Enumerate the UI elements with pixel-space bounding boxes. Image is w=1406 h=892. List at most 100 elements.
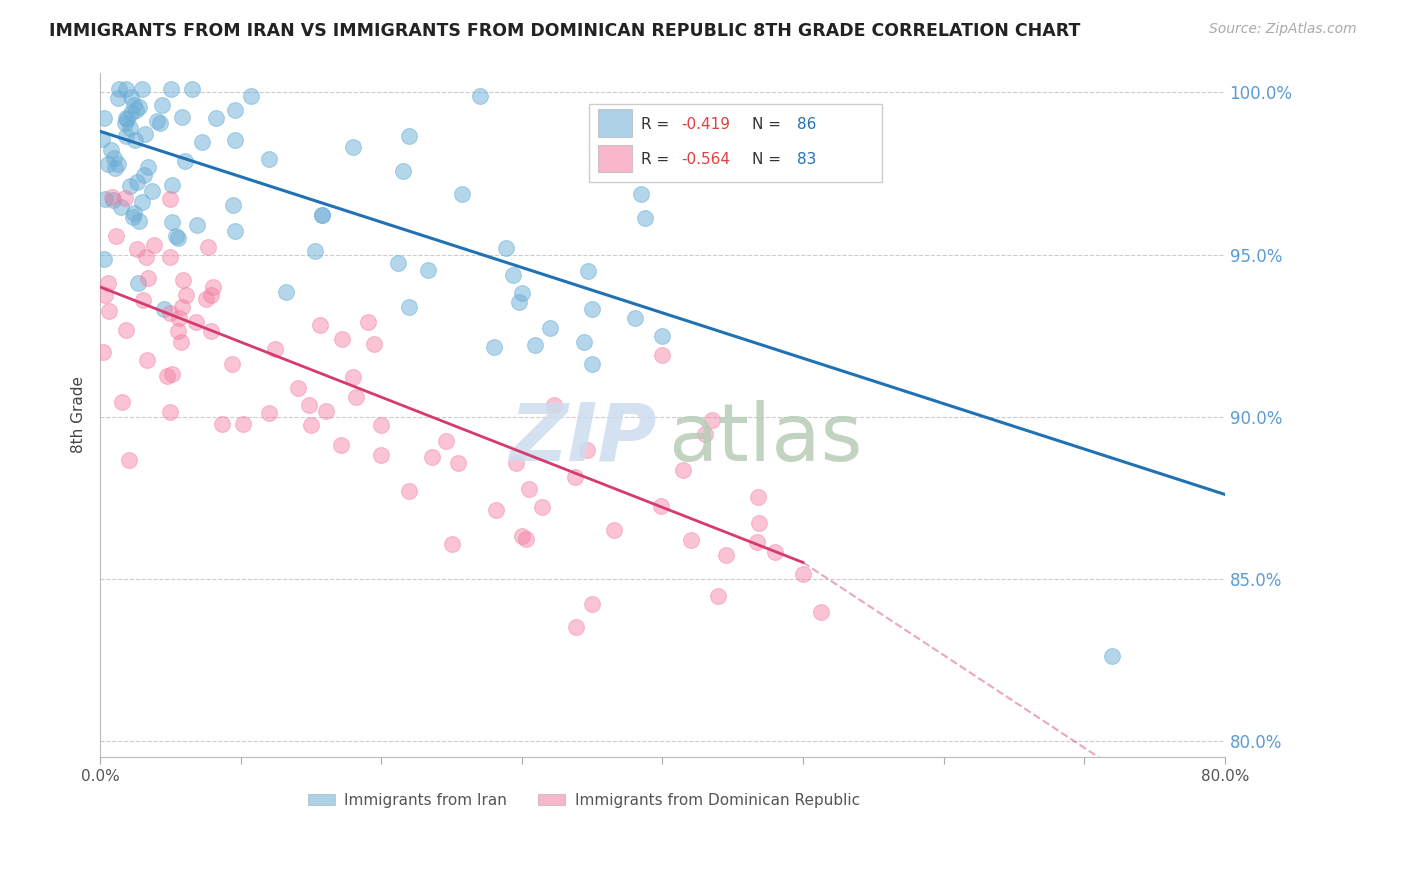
Point bbox=[114, 82, 136, 96]
Point bbox=[94, 288, 117, 302]
Point bbox=[100, 144, 122, 158]
Point bbox=[172, 272, 194, 286]
Point bbox=[576, 264, 599, 278]
Point bbox=[387, 256, 409, 270]
Point bbox=[524, 338, 547, 352]
Point bbox=[107, 90, 129, 104]
Point bbox=[211, 417, 233, 431]
Point bbox=[191, 135, 214, 149]
Point bbox=[274, 285, 297, 300]
Point bbox=[200, 288, 222, 302]
Point bbox=[172, 111, 194, 125]
Point bbox=[418, 263, 440, 277]
Point bbox=[446, 456, 468, 470]
Point bbox=[135, 353, 157, 368]
Text: ZIP: ZIP bbox=[509, 400, 657, 478]
Point bbox=[120, 179, 142, 194]
Point bbox=[180, 82, 202, 96]
Point bbox=[128, 100, 150, 114]
Point bbox=[630, 187, 652, 202]
Point bbox=[603, 523, 626, 537]
Point bbox=[93, 252, 115, 267]
Point bbox=[135, 250, 157, 264]
Point bbox=[105, 229, 128, 244]
Point bbox=[125, 175, 148, 189]
FancyBboxPatch shape bbox=[599, 145, 633, 172]
Point bbox=[167, 311, 190, 326]
Point bbox=[748, 516, 770, 530]
Point bbox=[370, 417, 392, 432]
Point bbox=[700, 413, 723, 427]
Point bbox=[155, 368, 177, 383]
Point bbox=[134, 127, 156, 141]
Point bbox=[124, 103, 146, 117]
Point bbox=[159, 250, 181, 264]
Point bbox=[131, 194, 153, 209]
Point bbox=[186, 315, 208, 329]
Point bbox=[150, 98, 173, 112]
Point bbox=[517, 483, 540, 497]
Point bbox=[1101, 649, 1123, 664]
Point bbox=[143, 238, 166, 252]
Point bbox=[159, 192, 181, 206]
Text: -0.419: -0.419 bbox=[682, 117, 731, 132]
Point bbox=[634, 211, 657, 225]
Point bbox=[103, 151, 125, 165]
Point bbox=[170, 334, 193, 349]
Point bbox=[398, 300, 420, 314]
FancyBboxPatch shape bbox=[599, 109, 633, 136]
FancyBboxPatch shape bbox=[589, 103, 882, 183]
Point bbox=[159, 405, 181, 419]
Point bbox=[115, 111, 138, 125]
Point bbox=[159, 306, 181, 320]
Point bbox=[120, 121, 142, 136]
Point bbox=[115, 323, 138, 337]
Point bbox=[515, 532, 537, 546]
Point bbox=[810, 605, 832, 619]
Point bbox=[398, 129, 420, 144]
Text: IMMIGRANTS FROM IRAN VS IMMIGRANTS FROM DOMINICAN REPUBLIC 8TH GRADE CORRELATION: IMMIGRANTS FROM IRAN VS IMMIGRANTS FROM … bbox=[49, 22, 1081, 40]
Point bbox=[108, 82, 131, 96]
Point bbox=[127, 242, 149, 256]
Text: atlas: atlas bbox=[668, 400, 862, 478]
Point bbox=[224, 132, 246, 146]
Point bbox=[145, 114, 167, 128]
Point bbox=[222, 198, 245, 212]
Point bbox=[342, 140, 364, 154]
Point bbox=[232, 417, 254, 431]
Point bbox=[468, 88, 491, 103]
Point bbox=[91, 345, 114, 359]
Legend: Immigrants from Iran, Immigrants from Dominican Republic: Immigrants from Iran, Immigrants from Do… bbox=[302, 787, 866, 814]
Point bbox=[132, 293, 155, 307]
Point bbox=[422, 450, 444, 465]
Point bbox=[763, 545, 786, 559]
Point bbox=[186, 218, 208, 232]
Point bbox=[398, 484, 420, 499]
Point bbox=[482, 340, 505, 354]
Point bbox=[104, 161, 127, 175]
Point bbox=[122, 98, 145, 112]
Point bbox=[93, 192, 115, 206]
Point bbox=[263, 343, 285, 357]
Point bbox=[101, 193, 124, 207]
Point bbox=[224, 224, 246, 238]
Point bbox=[624, 310, 647, 325]
Point bbox=[357, 315, 380, 329]
Point bbox=[93, 111, 115, 125]
Point bbox=[201, 280, 224, 294]
Point bbox=[311, 209, 333, 223]
Point bbox=[309, 318, 332, 332]
Point bbox=[90, 131, 112, 145]
Point bbox=[434, 434, 457, 449]
Text: N =: N = bbox=[752, 153, 786, 168]
Point bbox=[672, 463, 695, 477]
Point bbox=[707, 589, 730, 603]
Point bbox=[170, 301, 193, 315]
Point bbox=[114, 191, 136, 205]
Point bbox=[97, 304, 120, 318]
Point bbox=[508, 295, 530, 310]
Point bbox=[153, 302, 176, 317]
Y-axis label: 8th Grade: 8th Grade bbox=[72, 376, 86, 453]
Point bbox=[510, 529, 533, 543]
Point bbox=[131, 82, 153, 96]
